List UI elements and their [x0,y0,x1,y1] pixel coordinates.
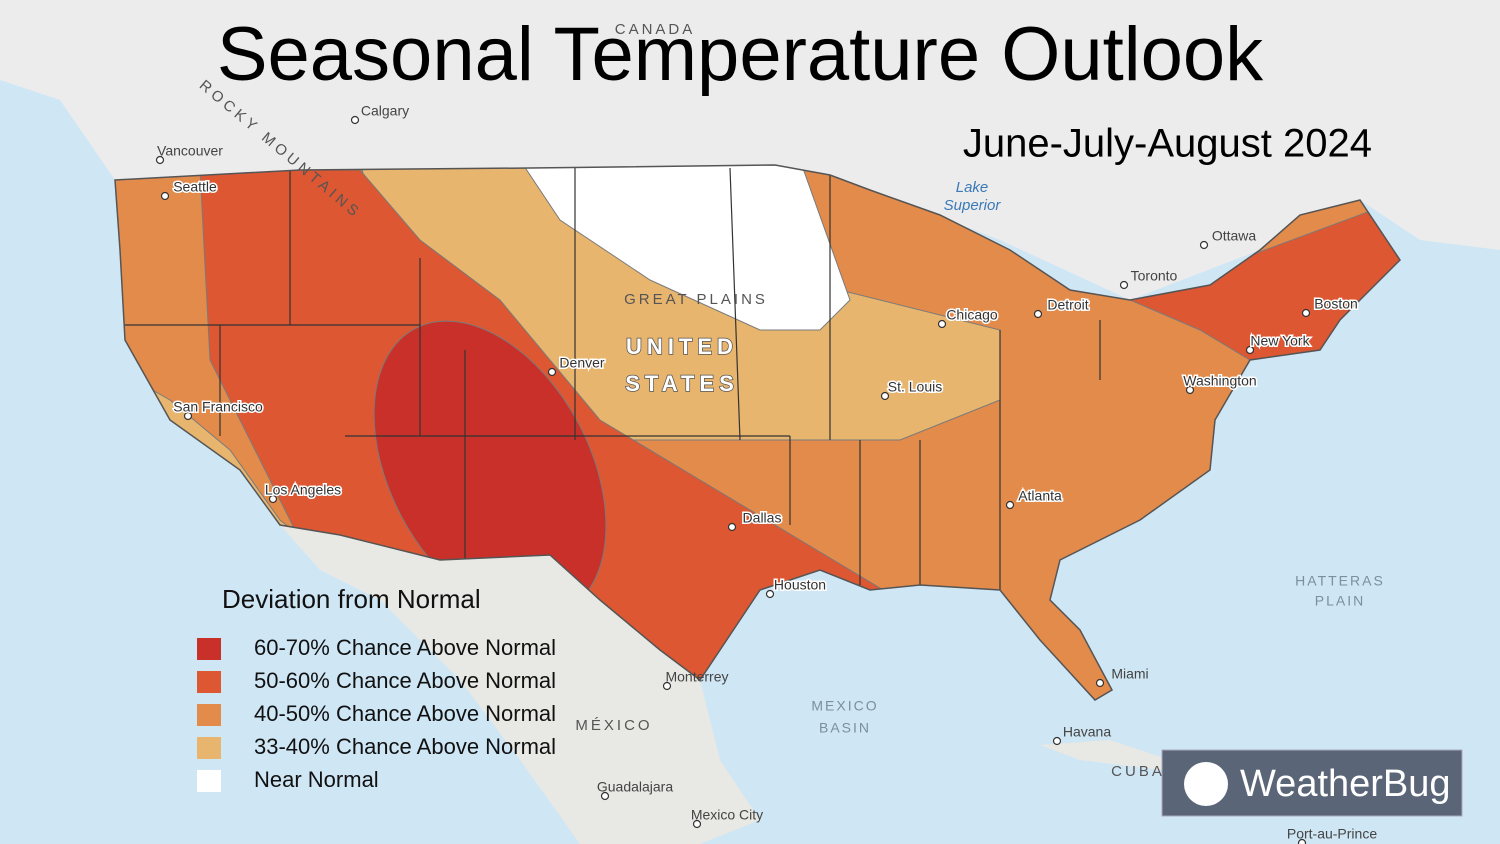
region-label: BASIN [819,720,871,736]
city-dot [1199,240,1209,250]
logo-text: WeatherBug [1240,763,1451,805]
city-label: Atlanta [1018,488,1062,504]
region-label: Lake [956,179,989,196]
logo-box: WeatherBug [1161,749,1463,817]
legend-swatch [197,638,221,660]
legend-label: 40-50% Chance Above Normal [254,701,556,726]
city-label: Guadalajara [597,779,673,795]
city-label: Vancouver [157,143,223,159]
mexico-land [280,525,760,844]
legend-swatch [197,704,221,726]
city-label: Monterrey [665,669,728,685]
city-dot [547,367,557,377]
city-label: Mexico City [691,807,763,823]
region-label: STATES [625,371,739,396]
legend-swatch [197,737,221,759]
city-dot [1033,309,1043,319]
city-dot [1297,838,1307,844]
city-label: Toronto [1131,268,1178,284]
legend-label: 60-70% Chance Above Normal [254,635,556,660]
city-dot [160,191,170,201]
legend-title: Deviation from Normal [222,584,481,614]
city-label: Calgary [361,103,409,119]
region-label: GREAT PLAINS [624,291,768,308]
city-label: Miami [1111,666,1148,682]
city-dot [350,115,360,125]
city-label: Washington [1183,373,1256,389]
city-dot [1052,736,1062,746]
city-dot [268,494,278,504]
legend-swatch [197,671,221,693]
city-label: New York [1250,333,1310,349]
city-label: Los Angeles [265,482,341,498]
city-label: Detroit [1047,297,1088,313]
city-dot [765,589,775,599]
city-label: Houston [774,577,826,593]
region-label: UNITED [626,334,738,359]
region-label: CUBA [1111,763,1165,780]
city-dot [880,391,890,401]
state-line [729,167,741,441]
city-label: Dallas [743,510,782,526]
region-label: Superior [944,197,1002,214]
city-dot [155,155,165,165]
city-label: Havana [1063,724,1111,740]
region-label: PLAIN [1315,593,1365,609]
subtitle: June-July-August 2024 [963,122,1372,166]
city-dot [1005,500,1015,510]
legend: 60-70% Chance Above Normal 50-60% Chance … [197,635,556,792]
city-dot [727,522,737,532]
city-label: Chicago [946,307,998,323]
city-dot [662,681,672,691]
city-dot [1119,280,1129,290]
logo-icon [1184,762,1228,806]
legend-label: 50-60% Chance Above Normal [254,668,556,693]
legend-label: 33-40% Chance Above Normal [254,734,556,759]
city-label: Seattle [173,179,217,195]
cuba [1040,740,1170,770]
region-label: MEXICO [811,698,878,714]
city-dot [1245,345,1255,355]
city-label: San Francisco [173,399,263,415]
legend-swatch [197,770,221,792]
city-dot [1095,678,1105,688]
city-dot [1301,308,1311,318]
city-dot [1185,385,1195,395]
legend-label: Near Normal [254,767,379,792]
region-label: MÉXICO [575,717,652,734]
city-dot [183,411,193,421]
city-label: Denver [559,355,604,371]
city-label: St. Louis [888,379,942,395]
city-label: Ottawa [1212,228,1257,244]
title: Seasonal Temperature Outlook [217,12,1264,97]
city-dot [937,319,947,329]
city-dot [600,791,610,801]
canada-land [0,0,1500,300]
city-label: Boston [1314,296,1358,312]
city-label: Port-au-Prince [1287,826,1377,842]
city-dot [692,819,702,829]
region-label: HATTERAS [1295,573,1385,589]
region-label: CANADA [615,21,696,38]
us-outline [114,164,1401,701]
